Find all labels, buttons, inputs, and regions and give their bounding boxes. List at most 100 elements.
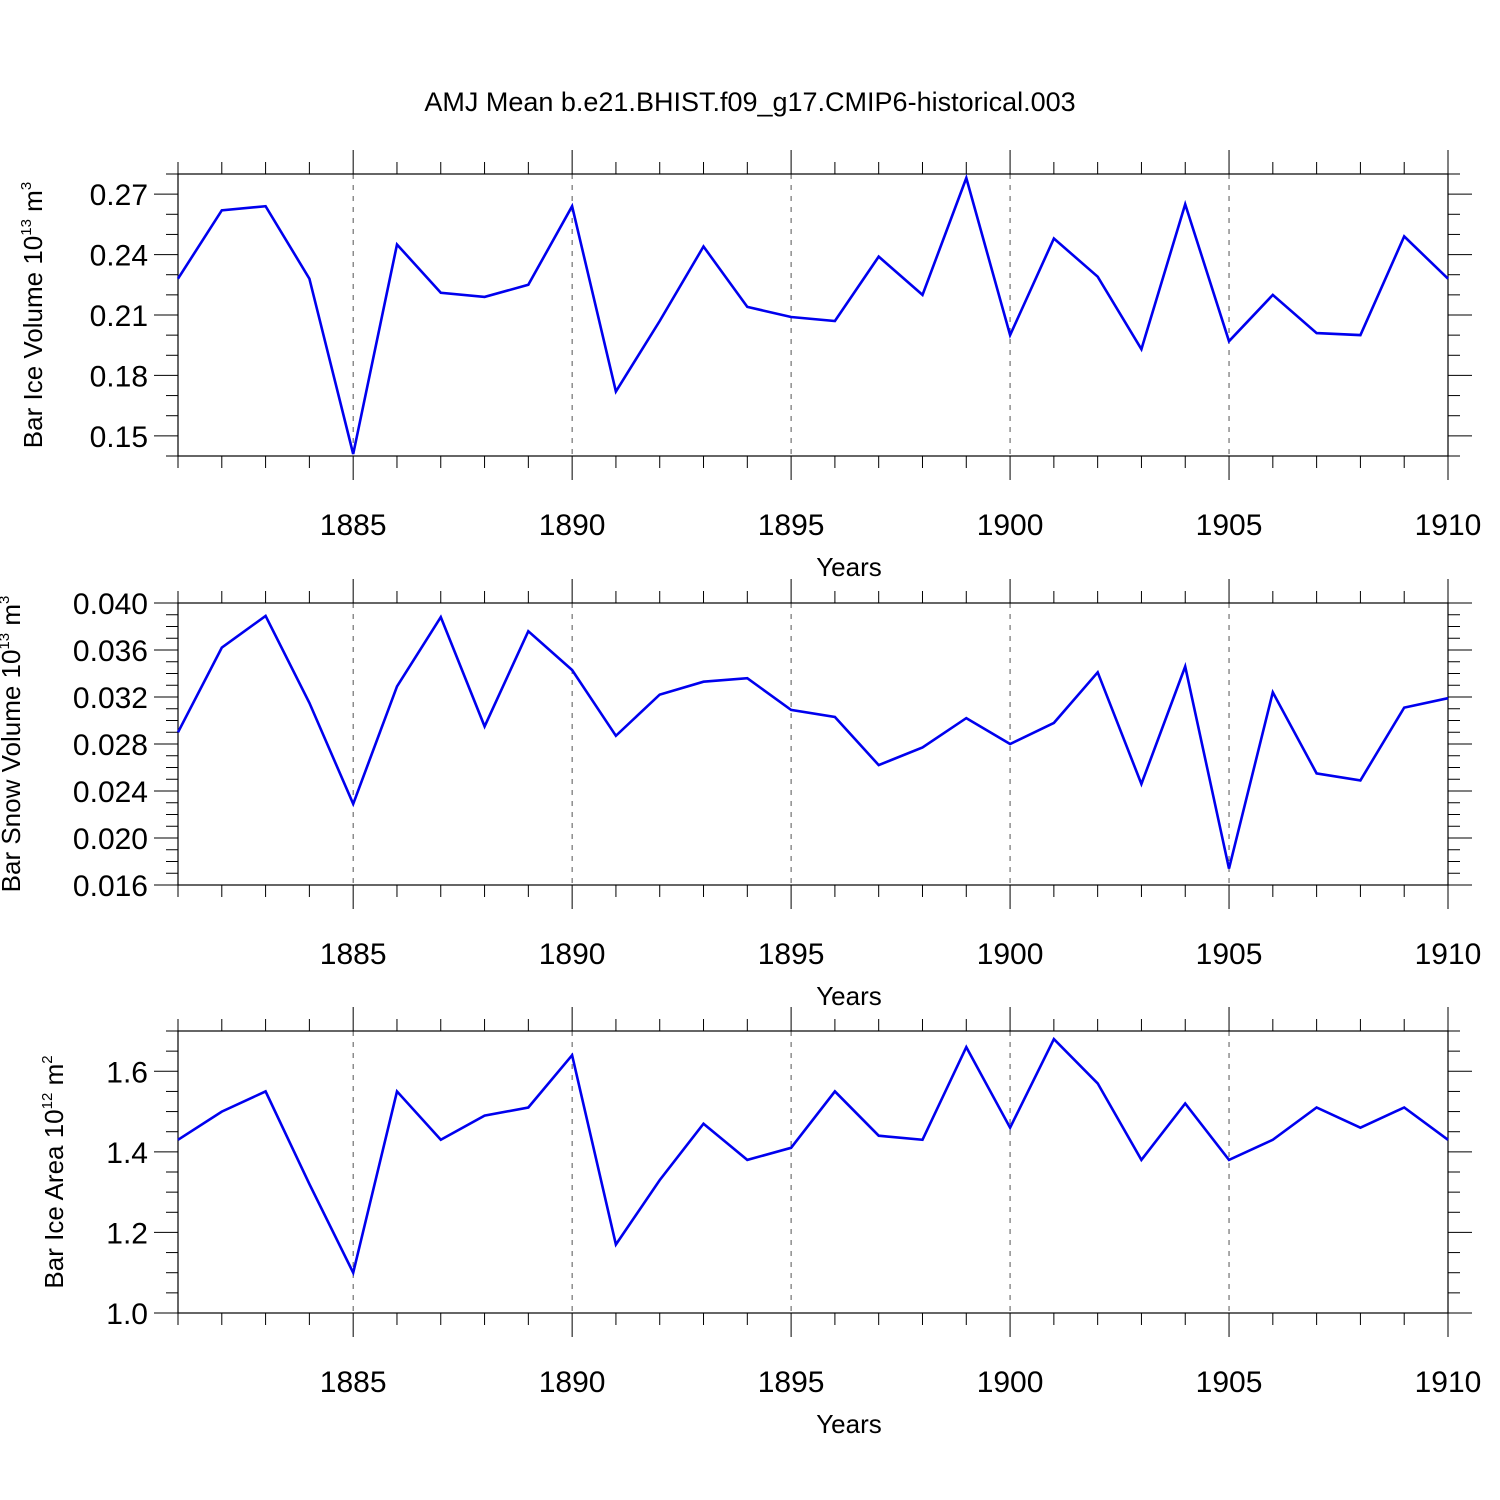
data-point (921, 294, 923, 296)
data-point (571, 205, 573, 207)
data-point (1359, 1126, 1361, 1128)
y-tick-label: 0.27 (90, 179, 148, 212)
data-point (440, 616, 442, 618)
data-point (308, 1183, 310, 1185)
data-point (834, 320, 836, 322)
data-point (396, 685, 398, 687)
x-tick-label: 1905 (1196, 1366, 1263, 1399)
y-axis-label-unit-exponent: 2 (39, 1055, 56, 1063)
data-point (834, 716, 836, 718)
data-point (1315, 772, 1317, 774)
data-point (615, 1243, 617, 1245)
y-tick-label: 1.4 (106, 1137, 148, 1170)
x-tick-label: 1895 (758, 1366, 825, 1399)
data-point (790, 316, 792, 318)
y-axis-label-main: Bar Ice Volume 10 (18, 236, 48, 448)
y-tick-label: 0.15 (90, 421, 148, 454)
data-point (746, 306, 748, 308)
y-axis-label-main: Bar Ice Area 10 (39, 1109, 69, 1288)
data-point (877, 764, 879, 766)
y-axis-label-unit: m (0, 604, 26, 633)
data-point (571, 1054, 573, 1056)
data-point (177, 278, 179, 280)
data-point (352, 453, 354, 455)
data-point (308, 702, 310, 704)
x-tick-label: 1890 (539, 938, 606, 971)
x-tick-label: 1895 (758, 509, 825, 542)
data-point (1096, 1082, 1098, 1084)
x-tick-label: 1910 (1415, 509, 1482, 542)
x-tick-label: 1885 (320, 509, 387, 542)
data-point (396, 243, 398, 245)
y-axis-label-main: Bar Snow Volume 10 (0, 650, 26, 893)
data-point (834, 1090, 836, 1092)
data-point (177, 731, 179, 733)
data-point (790, 1147, 792, 1149)
series-line (176, 613, 1449, 869)
data-point (702, 245, 704, 247)
data-point (1096, 276, 1098, 278)
data-point (921, 746, 923, 748)
data-point (527, 284, 529, 286)
x-axis-label: Years (816, 981, 882, 1011)
y-tick-label: 0.040 (73, 588, 148, 621)
x-tick-label: 1910 (1415, 1366, 1482, 1399)
data-point (527, 630, 529, 632)
data-point (1184, 203, 1186, 205)
data-point (483, 1114, 485, 1116)
data-point (1228, 340, 1230, 342)
y-tick-label: 0.032 (73, 682, 148, 715)
series-line (177, 1036, 1449, 1277)
series-line (176, 173, 1449, 455)
data-point (615, 390, 617, 392)
data-point (659, 1179, 661, 1181)
y-axis-label-unit-exponent: 3 (18, 182, 35, 190)
x-tick-label: 1905 (1196, 938, 1263, 971)
x-tick-label: 1885 (320, 938, 387, 971)
data-point (1009, 743, 1011, 745)
data-point (702, 1122, 704, 1124)
data-point (965, 717, 967, 719)
plot-frame (177, 173, 1449, 457)
data-point (264, 615, 266, 617)
data-point (352, 803, 354, 805)
data-point (396, 1090, 398, 1092)
x-tick-label: 1885 (320, 1366, 387, 1399)
data-point (1447, 697, 1449, 699)
data-point (702, 681, 704, 683)
y-tick-label: 0.020 (73, 823, 148, 856)
y-axis-label: Bar Ice Volume 1013 m3 (18, 182, 48, 448)
y-axis-label-exponent: 13 (0, 633, 13, 650)
data-point (1009, 334, 1011, 336)
data-point (965, 1046, 967, 1048)
data-point (1228, 1159, 1230, 1161)
data-point (921, 1139, 923, 1141)
y-tick-label: 0.016 (73, 870, 148, 903)
y-tick-label: 0.18 (90, 360, 148, 393)
x-tick-label: 1900 (977, 938, 1044, 971)
y-axis-label-exponent: 12 (39, 1093, 56, 1110)
data-point (483, 725, 485, 727)
x-tick-label: 1890 (539, 1366, 606, 1399)
y-tick-label: 1.0 (106, 1298, 148, 1331)
plot-frame (177, 602, 1449, 886)
x-tick-label: 1900 (977, 1366, 1044, 1399)
y-tick-label: 1.2 (106, 1217, 148, 1250)
data-point (1140, 783, 1142, 785)
data-point (527, 1106, 529, 1108)
data-point (1009, 1126, 1011, 1128)
y-axis-label: Bar Ice Area 1012 m2 (39, 1055, 69, 1288)
data-point (615, 735, 617, 737)
data-point (1140, 1159, 1142, 1161)
data-point (790, 709, 792, 711)
y-tick-label: 0.028 (73, 729, 148, 762)
x-tick-label: 1895 (758, 938, 825, 971)
y-tick-label: 0.24 (90, 240, 148, 273)
panel-ice-area: 1.0 1.2 1.4 1.6 1885 1890 1895 1900 1905 1910 Year… (39, 1007, 1481, 1439)
data-point (1447, 278, 1449, 280)
y-axis-label-exponent: 13 (18, 219, 35, 236)
panel-snow-volume: 0.016 0.020 0.024 0.028 0.032 0.036 0.040 1885 1… (0, 579, 1481, 1011)
x-axis-label: Years (816, 552, 882, 582)
data-point (1053, 1038, 1055, 1040)
data-point (352, 1272, 354, 1274)
